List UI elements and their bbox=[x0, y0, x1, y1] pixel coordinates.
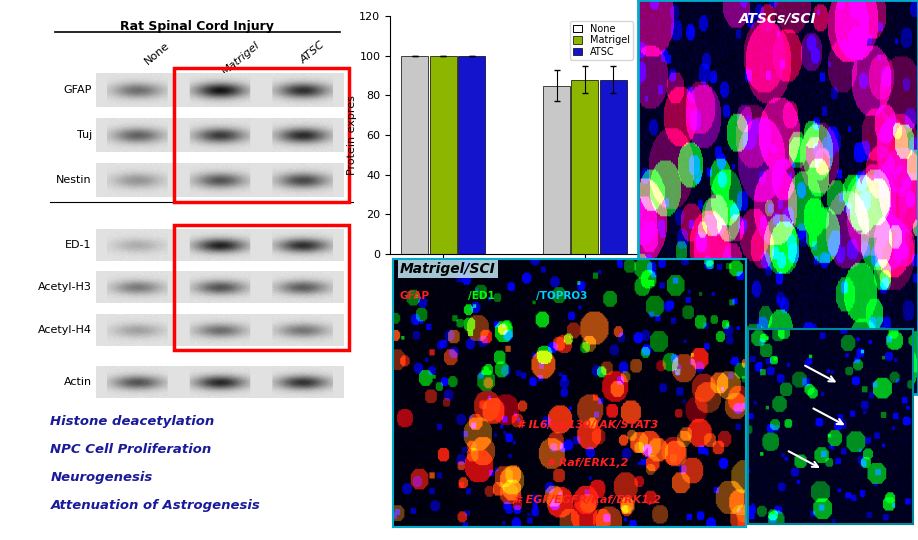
Bar bbox=[430, 56, 456, 254]
Text: Nestin: Nestin bbox=[56, 175, 92, 185]
Text: Acetyl-H4: Acetyl-H4 bbox=[38, 325, 92, 335]
Text: # IL6/gp130/JAK/STAT3: # IL6/gp130/JAK/STAT3 bbox=[517, 420, 658, 430]
Bar bbox=[458, 56, 485, 254]
Text: # EGF/EGFR/Raf/ERK1,2: # EGF/EGFR/Raf/ERK1,2 bbox=[514, 495, 661, 505]
Text: Attenuation of Astrogenesis: Attenuation of Astrogenesis bbox=[50, 499, 260, 512]
Text: ED-1: ED-1 bbox=[65, 240, 92, 250]
Text: ATSC: ATSC bbox=[298, 40, 327, 66]
Text: # Raf/ERK1,2: # Raf/ERK1,2 bbox=[546, 458, 628, 468]
Bar bbox=[572, 79, 599, 254]
Text: Matrigel/SCI: Matrigel/SCI bbox=[400, 262, 496, 276]
Text: Rat Spinal Cord Injury: Rat Spinal Cord Injury bbox=[120, 20, 274, 33]
Text: Matrigel: Matrigel bbox=[220, 40, 262, 77]
Text: ATSCs/SCI: ATSCs/SCI bbox=[739, 12, 817, 26]
Text: None: None bbox=[142, 40, 171, 66]
Text: /TOPRO3: /TOPRO3 bbox=[536, 291, 588, 301]
Bar bbox=[543, 85, 570, 254]
Text: Neurogenesis: Neurogenesis bbox=[50, 471, 152, 484]
Bar bbox=[174, 68, 349, 202]
Text: GFAP: GFAP bbox=[63, 85, 92, 95]
Bar bbox=[599, 79, 627, 254]
Text: GFAP: GFAP bbox=[400, 291, 430, 301]
Bar bbox=[401, 56, 429, 254]
Y-axis label: Protein expres: Protein expres bbox=[346, 95, 356, 175]
Bar bbox=[174, 225, 349, 350]
Text: /ED1: /ED1 bbox=[468, 291, 495, 301]
Text: Acetyl-H3: Acetyl-H3 bbox=[38, 282, 92, 292]
Text: Histone deacetylation: Histone deacetylation bbox=[50, 415, 215, 428]
Text: NPC Cell Proliferation: NPC Cell Proliferation bbox=[50, 443, 212, 456]
Text: Tuj: Tuj bbox=[76, 130, 92, 140]
Legend: None, Matrigel, ATSC: None, Matrigel, ATSC bbox=[570, 21, 633, 60]
Text: Actin: Actin bbox=[63, 377, 92, 387]
